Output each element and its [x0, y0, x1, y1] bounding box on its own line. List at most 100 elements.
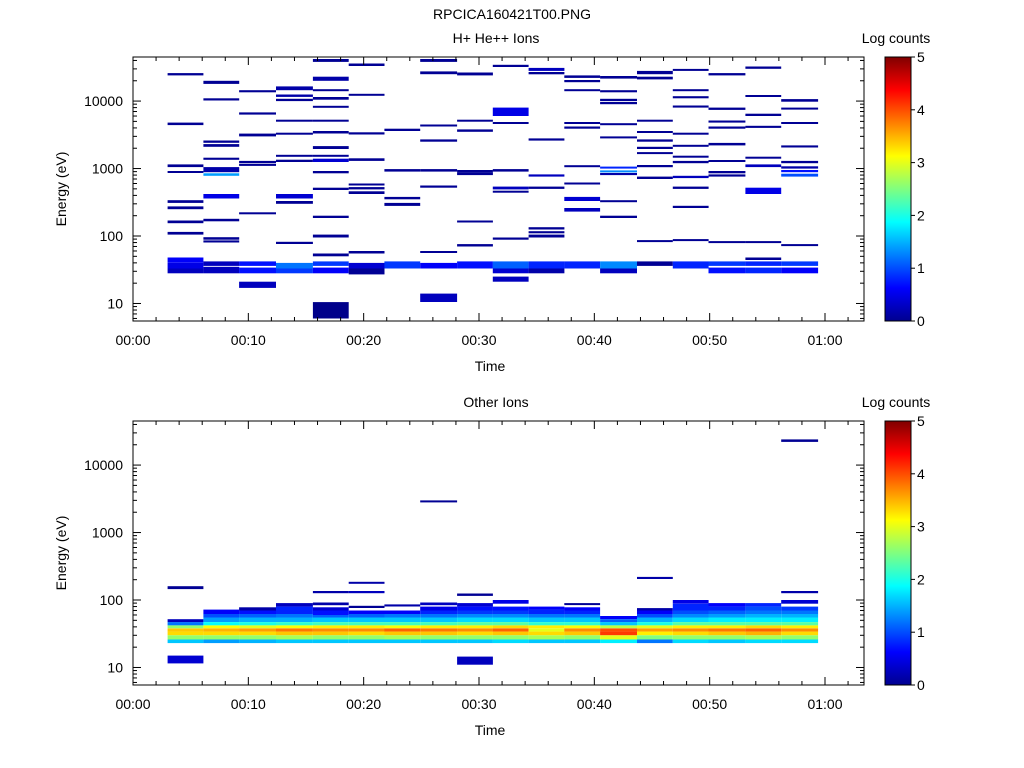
- heatmap-cell: [745, 628, 782, 632]
- heatmap-cell: [203, 194, 240, 199]
- heatmap-cell: [600, 98, 637, 102]
- heatmap-cell: [348, 622, 385, 626]
- heatmap-cell: [348, 191, 385, 194]
- heatmap-cell: [708, 174, 746, 177]
- heatmap-cell: [600, 173, 637, 176]
- heatmap-cell: [167, 639, 204, 644]
- heatmap-cell: [781, 244, 819, 247]
- heatmap-cell: [312, 215, 349, 218]
- heatmap-cell: [781, 261, 819, 266]
- heatmap-cell: [672, 239, 709, 242]
- heatmap-cell: [167, 164, 204, 168]
- heatmap-cell: [312, 591, 349, 594]
- heatmap-cell: [708, 625, 746, 629]
- heatmap-cell: [276, 622, 313, 626]
- heatmap-cell: [457, 639, 493, 644]
- heatmap-cell: [781, 122, 819, 124]
- heatmap-cell: [167, 257, 204, 263]
- x-tick-label: 00:00: [115, 332, 150, 348]
- heatmap-cell: [564, 208, 601, 212]
- heatmap-cell: [384, 128, 421, 131]
- heatmap-cell: [672, 205, 709, 208]
- heatmap-cell: [312, 622, 349, 626]
- heatmap-cell: [564, 607, 601, 611]
- heatmap-cell: [457, 244, 493, 247]
- heatmap-cell: [564, 610, 601, 615]
- heatmap-cell: [457, 625, 493, 629]
- heatmap-cell: [348, 614, 385, 618]
- heatmap-cell: [276, 154, 313, 157]
- heatmap-cell: [672, 622, 709, 626]
- heatmap-cell: [420, 606, 458, 611]
- heatmap-cell: [457, 593, 493, 596]
- heatmap-cell: [528, 231, 565, 234]
- heatmap-cell: [745, 187, 782, 194]
- heatmap-area[interactable]: [167, 59, 819, 319]
- heatmap-cell: [167, 231, 204, 235]
- x-tick-label: 00:30: [461, 332, 496, 348]
- x-tick-label: 00:30: [461, 696, 496, 712]
- heatmap-cell: [781, 160, 819, 164]
- heatmap-cell: [637, 165, 673, 168]
- heatmap-cell: [672, 614, 709, 618]
- heatmap-cell: [492, 190, 529, 193]
- heatmap-cell: [637, 610, 673, 615]
- heatmap-cell: [708, 622, 746, 626]
- heatmap-cell: [457, 631, 493, 636]
- heatmap-cell: [781, 600, 819, 604]
- heatmap-cell: [672, 639, 709, 644]
- heatmap-cell: [745, 267, 782, 274]
- heatmap-cell: [528, 268, 565, 274]
- y-axis-label: Energy (eV): [53, 152, 69, 227]
- heatmap-cell: [708, 614, 746, 618]
- heatmap-cell: [167, 625, 204, 629]
- heatmap-area[interactable]: [167, 439, 819, 665]
- heatmap-cell: [781, 166, 819, 169]
- heatmap-cell: [384, 625, 421, 629]
- heatmap-cell: [203, 80, 240, 84]
- heatmap-cell: [672, 625, 709, 629]
- heatmap-cell: [312, 154, 349, 157]
- heatmap-cell: [781, 439, 819, 442]
- heatmap-cell: [600, 635, 637, 640]
- heatmap-cell: [637, 639, 673, 644]
- heatmap-cell: [276, 194, 313, 199]
- heatmap-cell: [637, 631, 673, 636]
- heatmap-cell: [457, 220, 493, 223]
- heatmap-cell: [348, 628, 385, 632]
- heatmap-cell: [203, 237, 240, 240]
- heatmap-cell: [492, 628, 529, 632]
- heatmap-cell: [203, 617, 240, 623]
- heatmap-cell: [564, 622, 601, 626]
- heatmap-cell: [384, 610, 421, 615]
- heatmap-cell: [348, 93, 385, 96]
- heatmap-cell: [564, 196, 601, 201]
- heatmap-cell: [708, 160, 746, 162]
- colorbar-tick-label: 1: [917, 624, 925, 640]
- heatmap-cell: [600, 628, 637, 632]
- heatmap-cell: [672, 89, 709, 92]
- heatmap-cell: [239, 133, 276, 137]
- heatmap-cell: [276, 639, 313, 644]
- figure-title: RPCICA160421T00.PNG: [433, 6, 591, 22]
- heatmap-cell: [492, 610, 529, 615]
- x-tick-label: 00:20: [346, 696, 381, 712]
- heatmap-cell: [564, 165, 601, 168]
- heatmap-cell: [492, 600, 529, 604]
- heatmap-cell: [745, 639, 782, 644]
- heatmap-cell: [348, 591, 385, 594]
- heatmap-cell: [600, 102, 637, 105]
- heatmap-cell: [528, 234, 565, 238]
- heatmap-cell: [492, 261, 529, 269]
- heatmap-cell: [239, 261, 276, 266]
- heatmap-cell: [167, 122, 204, 126]
- colorbar-tick-label: 2: [917, 571, 925, 587]
- heatmap-cell: [492, 617, 529, 623]
- heatmap-cell: [600, 166, 637, 169]
- heatmap-cell: [637, 622, 673, 626]
- heatmap-cell: [348, 639, 385, 644]
- heatmap-cell: [637, 576, 673, 579]
- heatmap-cell: [348, 635, 385, 640]
- heatmap-cell: [203, 240, 240, 243]
- panel-title: Other Ions: [463, 394, 528, 410]
